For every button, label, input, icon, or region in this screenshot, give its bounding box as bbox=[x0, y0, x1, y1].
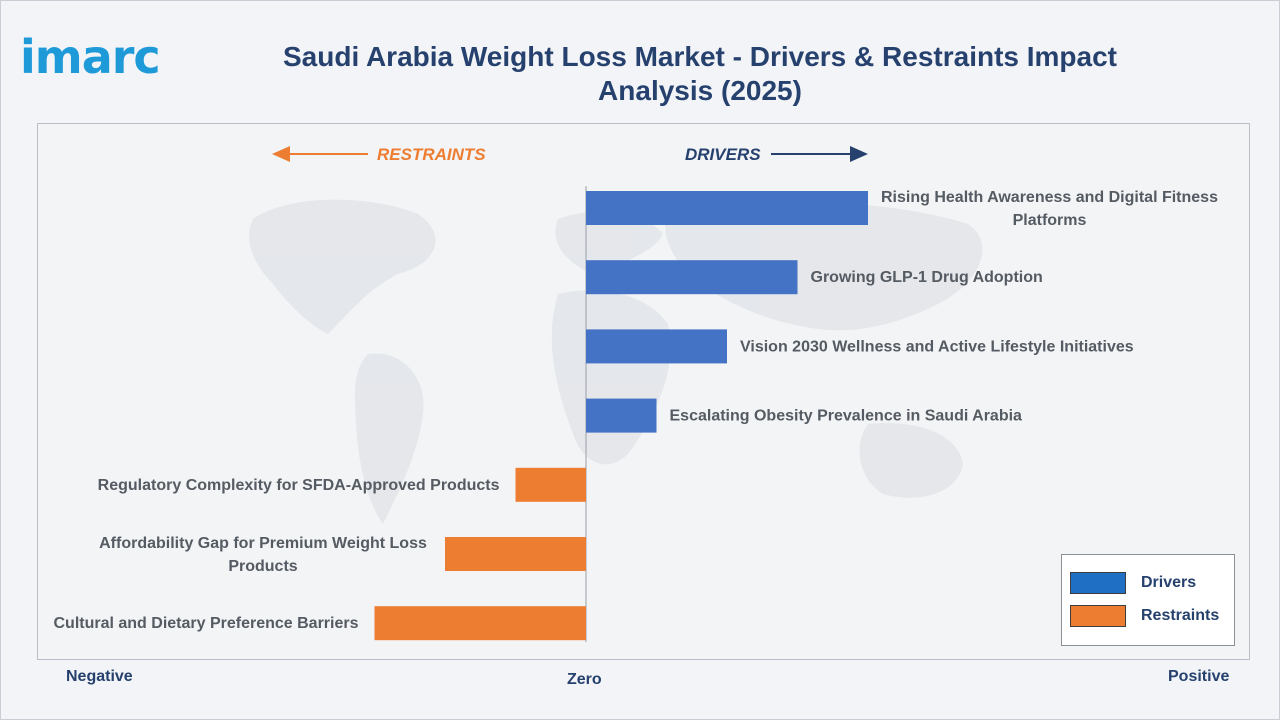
legend-item-restraints: Restraints bbox=[1070, 603, 1219, 629]
bar-label-5: Regulatory Complexity for SFDA-Approved … bbox=[98, 477, 500, 494]
chart-title: Saudi Arabia Weight Loss Market - Driver… bbox=[282, 41, 1117, 106]
legend-swatch-drivers bbox=[1070, 572, 1126, 594]
bar-driver-4 bbox=[586, 398, 657, 433]
drivers-header: DRIVERS bbox=[685, 145, 761, 164]
bar-driver-2 bbox=[586, 260, 798, 295]
legend-item-drivers: Drivers bbox=[1070, 570, 1196, 596]
bar-restraint-7 bbox=[374, 606, 586, 641]
bar-label-4: Escalating Obesity Prevalence in Saudi A… bbox=[670, 408, 1023, 425]
axis-label-zero: Zero bbox=[567, 671, 602, 688]
bar-driver-1 bbox=[586, 191, 868, 225]
legend-label-drivers: Drivers bbox=[1141, 574, 1197, 591]
bars-group: Rising Health Awareness and Digital Fitn… bbox=[53, 189, 1218, 641]
bar-driver-3 bbox=[586, 329, 727, 364]
plot-area: RESTRAINTS DRIVERS Rising Health Awarene… bbox=[37, 123, 1250, 660]
bar-chart: RESTRAINTS DRIVERS Rising Health Awarene… bbox=[53, 145, 1218, 642]
legend-label-restraints: Restraints bbox=[1141, 607, 1220, 624]
bar-label-2: Growing GLP-1 Drug Adoption bbox=[811, 269, 1043, 286]
chart-legend: Drivers Restraints bbox=[1061, 554, 1235, 646]
axis-label-negative: Negative bbox=[66, 668, 133, 685]
legend-swatch-restraints bbox=[1070, 605, 1126, 627]
axis-label-positive: Positive bbox=[1168, 668, 1230, 685]
bar-label-1: Rising Health Awareness and Digital Fitn… bbox=[881, 189, 1218, 229]
bar-label-6: Affordability Gap for Premium Weight Los… bbox=[99, 535, 427, 575]
bar-restraint-6 bbox=[445, 537, 586, 571]
bar-restraint-5 bbox=[515, 467, 586, 502]
bar-label-7: Cultural and Dietary Preference Barriers bbox=[53, 615, 358, 632]
bar-label-3: Vision 2030 Wellness and Active Lifestyl… bbox=[740, 338, 1134, 355]
imarc-logo: imarc bbox=[20, 30, 161, 84]
restraints-header: RESTRAINTS bbox=[377, 145, 486, 164]
